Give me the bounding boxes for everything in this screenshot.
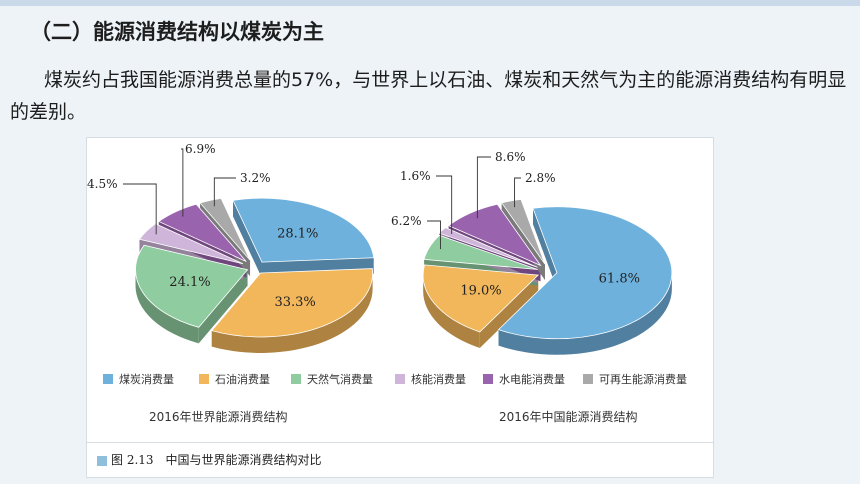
pie-chart-1: 61.8% 19.0% 6.2% 1.6% 8.6% 2.8% [391,150,673,355]
figure-panel: 28.1% 33.3% 24.1% 4.5% 6.9% 3.2% 61.8% 19.0% 6.2… [86,137,714,478]
pie-slice-2 [135,244,249,328]
body-paragraph: 煤炭约占我国能源消费总量的57%，与世界上以石油、煤炭和天然气为主的能源消费结构… [10,69,847,123]
legend-label: 天然气消费量 [307,373,373,386]
figure-caption-bar: 图 2.13 中国与世界能源消费结构对比 [87,442,713,479]
slice-value-label: 1.6% [400,169,431,183]
pie-slice-wall [532,208,557,289]
figure-caption: 图 2.13 中国与世界能源消费结构对比 [111,453,322,467]
leader-line [213,177,236,207]
pie-chart-0: 28.1% 33.3% 24.1% 4.5% 6.9% 3.2% [87,142,375,353]
leader-line [514,177,521,208]
pie-slice-side [211,272,373,353]
slice-value-label: 8.6% [495,150,526,164]
legend-label: 核能消费量 [411,373,466,386]
legend-item-2: 天然气消费量 [291,370,373,388]
legend-swatch [583,374,593,384]
pie-slice-5 [500,198,546,265]
pie-slice-1 [422,264,540,333]
legend-label: 可再生能源消费量 [599,373,687,386]
leader-line [436,175,453,235]
pie-slice-wall [479,275,539,348]
legend-label: 石油消费量 [215,373,270,386]
legend-item-5: 可再生能源消费量 [583,370,687,388]
leader-line [123,183,157,235]
world-chart-title: 2016年世界能源消费结构 [149,410,288,424]
pie-charts-svg: 28.1% 33.3% 24.1% 4.5% 6.9% 3.2% 61.8% 19.0% 6.2… [87,142,673,355]
legend-swatch [199,374,209,384]
legend-swatch [483,374,493,384]
pie-slice-5 [199,197,251,261]
pie-slice-3 [438,227,538,268]
chart-legend: 煤炭消费量 石油消费量 天然气消费量 核能消费量 水电能消费量 可再生能源消费量 [103,370,703,388]
legend-label: 水电能消费量 [499,373,565,386]
slice-value-label: 6.2% [391,214,422,228]
pie-slice-wall [232,200,262,279]
slice-value-label: 3.2% [240,171,271,185]
top-accent-bar [0,0,860,6]
pie-slice-wall [198,269,248,344]
leader-line [476,156,491,219]
pie-slice-0 [232,197,375,263]
pie-slice-0 [497,206,673,340]
legend-swatch [291,374,301,384]
legend-swatch [395,374,405,384]
legend-item-3: 核能消费量 [395,370,466,388]
pie-slice-side [423,275,480,348]
pie-slice-1 [211,268,373,338]
slice-value-label: 2.8% [525,171,556,185]
slice-value-label: 4.5% [87,177,118,191]
legend-label: 煤炭消费量 [119,373,174,386]
china-chart-title: 2016年中国能源消费结构 [499,410,638,424]
caption-square-icon [97,456,107,466]
pie-slice-side [498,272,672,355]
slice-value-label: 28.1% [277,226,318,241]
slice-value-label: 19.0% [460,284,501,299]
leader-line [427,220,441,250]
legend-item-4: 水电能消费量 [483,370,565,388]
slice-value-label: 61.8% [599,272,640,287]
pie-slice-3 [138,223,244,265]
slice-value-label: 24.1% [169,275,210,290]
legend-item-0: 煤炭消费量 [103,370,174,388]
pie-slice-side [135,269,199,344]
pie-slice-2 [423,234,538,270]
pie-slice-4 [447,203,542,267]
slice-value-label: 6.9% [185,142,216,156]
section-heading: （二）能源消费结构以煤炭为主 [30,20,324,44]
pie-slice-4 [157,203,247,262]
legend-item-1: 石油消费量 [199,370,270,388]
legend-swatch [103,374,113,384]
leader-line [181,148,184,217]
slice-value-label: 33.3% [274,295,315,310]
